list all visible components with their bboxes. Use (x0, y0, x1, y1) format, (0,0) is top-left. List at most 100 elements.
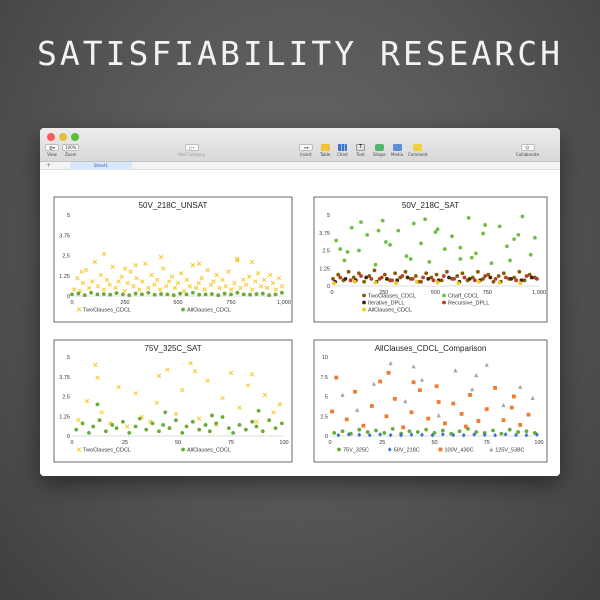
data-point (408, 257, 413, 261)
data-point (501, 402, 506, 408)
data-point (127, 293, 132, 298)
data-point (516, 430, 520, 434)
data-point (110, 264, 115, 270)
data-point (426, 416, 431, 421)
data-point (188, 361, 193, 366)
y-tick-label: 5 (67, 213, 70, 219)
maximize-window-button[interactable] (71, 133, 79, 141)
view-label: View (47, 152, 57, 157)
data-point (70, 292, 74, 297)
data-point (476, 269, 480, 274)
legend-label: Iterative_DPLL (368, 301, 404, 307)
zoom-select[interactable]: 100% Zoom (62, 144, 80, 157)
data-point (424, 271, 429, 276)
data-point (405, 275, 410, 280)
data-point (518, 281, 523, 286)
data-point (114, 291, 119, 295)
data-point (436, 413, 441, 418)
data-point (345, 250, 350, 254)
data-point (463, 424, 468, 429)
tab-sheet1[interactable]: Sheet1 (70, 162, 132, 170)
series-chaff-cdcl (334, 214, 537, 267)
chart-title: 50V_218C_SAT (402, 201, 459, 210)
data-point (273, 426, 278, 430)
data-point (411, 380, 416, 385)
data-point (161, 423, 166, 427)
data-point (499, 431, 504, 436)
data-point (470, 387, 475, 392)
data-point (435, 280, 440, 285)
data-point (503, 275, 508, 280)
data-point (167, 426, 172, 430)
data-point (133, 263, 138, 268)
shape-button[interactable]: Shape (373, 144, 386, 157)
data-point (353, 389, 357, 394)
data-point (196, 280, 201, 286)
collaborate-button[interactable]: ☺ Collaborate (516, 144, 539, 157)
legend-marker (489, 447, 494, 452)
data-point (501, 418, 506, 423)
data-point (357, 427, 362, 432)
data-point (256, 408, 261, 413)
view-button[interactable]: ▥▾ View (45, 144, 59, 157)
data-point (392, 396, 397, 401)
data-point (373, 280, 378, 285)
data-point (433, 230, 438, 234)
data-point (261, 277, 267, 283)
series-twoclauses-cdcl (331, 268, 537, 284)
data-point (518, 423, 523, 427)
data-point (184, 277, 190, 283)
data-point (262, 392, 268, 398)
data-point (451, 432, 456, 438)
data-point (228, 370, 234, 376)
data-point (334, 375, 339, 380)
data-point (76, 291, 81, 296)
data-point (484, 362, 489, 367)
data-point (409, 410, 414, 415)
x-tick-label: 50 (431, 440, 437, 446)
minimize-window-button[interactable] (59, 133, 67, 141)
data-point (80, 280, 86, 286)
data-point (84, 399, 90, 404)
data-point (535, 432, 539, 437)
data-point (382, 430, 387, 435)
series-allclauses-cdcl (70, 290, 284, 298)
add-sheet-button[interactable]: + (46, 162, 52, 169)
comment-button[interactable]: Comment (408, 144, 428, 157)
text-button[interactable]: T Text (356, 144, 365, 157)
data-point (390, 426, 395, 431)
insert-button[interactable]: ≡▾ Insert (299, 144, 313, 157)
data-point (336, 432, 341, 438)
data-point (357, 248, 361, 253)
data-point (273, 292, 278, 297)
data-point (175, 280, 181, 286)
data-point (235, 256, 240, 261)
data-point (220, 415, 225, 419)
close-window-button[interactable] (47, 133, 55, 141)
add-category-button[interactable]: ▤▾ Add Category (178, 144, 205, 157)
data-point (93, 362, 98, 368)
data-point (434, 272, 439, 277)
table-button[interactable]: Table (320, 144, 330, 157)
data-point (386, 370, 391, 375)
data-point (336, 272, 341, 277)
media-button[interactable]: Media (391, 144, 403, 157)
table-label: Table (320, 152, 331, 157)
data-point (203, 423, 208, 427)
data-point (380, 218, 385, 223)
chart-button[interactable]: Chart (337, 144, 348, 157)
y-tick-label: 1.25 (59, 274, 70, 280)
data-point (214, 421, 219, 426)
data-point (491, 279, 496, 284)
data-point (530, 395, 535, 400)
data-point (532, 235, 537, 240)
numbers-window: ▥▾ View 100% Zoom ▤▾ Add Category ≡▾ Ins… (40, 128, 560, 476)
data-point (388, 361, 393, 366)
data-point (190, 419, 195, 424)
data-point (364, 275, 369, 280)
y-tick-label: 1.25 (59, 414, 70, 420)
data-point (524, 274, 529, 278)
y-tick-label: 0 (327, 284, 330, 290)
data-point (455, 274, 460, 278)
data-point (411, 221, 416, 226)
